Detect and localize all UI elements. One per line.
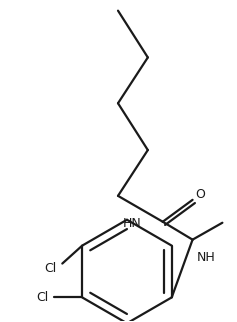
Text: NH: NH: [196, 251, 215, 264]
Text: O: O: [196, 188, 205, 201]
Text: HN: HN: [123, 217, 142, 230]
Text: Cl: Cl: [36, 291, 49, 304]
Text: Cl: Cl: [44, 262, 57, 275]
